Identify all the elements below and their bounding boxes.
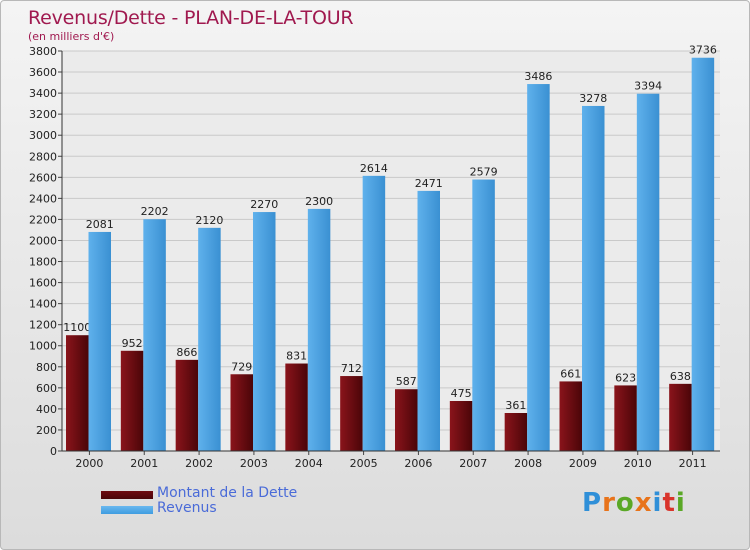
y-tick-label: 3600: [29, 66, 57, 79]
data-label: 2081: [86, 218, 114, 231]
legend-swatch-revenus: [101, 506, 153, 514]
y-tick-label: 400: [36, 403, 57, 416]
x-tick-label: 2004: [295, 457, 323, 470]
data-label: 623: [615, 371, 636, 384]
y-tick-label: 600: [36, 382, 57, 395]
data-label: 3394: [634, 80, 662, 93]
bar-dette-2004: [285, 363, 308, 451]
x-tick-label: 2008: [514, 457, 542, 470]
data-label: 661: [560, 367, 581, 380]
bar-revenus-2000: [88, 231, 111, 451]
logo-letter: t: [662, 488, 676, 518]
y-tick-label: 800: [36, 361, 57, 374]
data-label: 2202: [141, 205, 169, 218]
data-label: 2471: [415, 177, 443, 190]
y-tick-label: 1800: [29, 256, 57, 269]
x-tick-label: 2000: [75, 457, 103, 470]
data-label: 2579: [470, 166, 498, 179]
y-tick-label: 2000: [29, 234, 57, 247]
bar-dette-2001: [120, 350, 144, 451]
logo-letter: i: [652, 488, 663, 518]
bar-revenus-2003: [253, 212, 276, 451]
bar-revenus-2007: [472, 179, 495, 452]
y-tick-label: 3000: [29, 129, 57, 142]
logo-letter: o: [615, 488, 635, 518]
y-tick-label: 3400: [29, 87, 57, 100]
bar-dette-2009: [559, 381, 582, 451]
y-tick-label: 1000: [29, 340, 57, 353]
bar-dette-2006: [395, 389, 418, 451]
x-tick-label: 2010: [624, 457, 652, 470]
x-tick-label: 2006: [404, 457, 432, 470]
bar-dette-2008: [504, 413, 528, 451]
data-label: 952: [122, 337, 143, 350]
y-tick-label: 1200: [29, 319, 57, 332]
bar-revenus-2005: [362, 175, 386, 451]
proxiti-logo: Proxiti: [582, 488, 686, 518]
y-tick-label: 2200: [29, 213, 57, 226]
bar-revenus-2011: [691, 57, 715, 451]
legend-label-revenus: Revenus: [157, 500, 217, 516]
y-tick-label: 1600: [29, 277, 57, 290]
data-label: 475: [451, 387, 472, 400]
logo-letter: r: [602, 488, 616, 518]
x-tick-label: 2005: [350, 457, 378, 470]
data-label: 2614: [360, 162, 388, 175]
legend-swatch-dette: [101, 491, 153, 499]
data-label: 729: [231, 360, 252, 373]
chart-subtitle: (en milliers d'€): [28, 30, 115, 43]
bar-dette-2011: [669, 383, 692, 451]
data-label: 866: [176, 346, 197, 359]
logo-letter: i: [675, 488, 686, 518]
data-label: 638: [670, 370, 691, 383]
bar-revenus-2009: [582, 105, 605, 452]
y-tick-label: 3200: [29, 108, 57, 121]
x-tick-label: 2011: [679, 457, 707, 470]
y-tick-label: 2800: [29, 150, 57, 163]
bar-revenus-2006: [417, 190, 440, 452]
plot-area: [62, 51, 720, 451]
x-tick-label: 2003: [240, 457, 268, 470]
data-label: 2300: [305, 195, 333, 208]
chart-title: Revenus/Dette - PLAN-DE-LA-TOUR: [28, 7, 354, 29]
y-tick-label: 200: [36, 424, 57, 437]
data-label: 3278: [579, 92, 607, 105]
data-label: 587: [396, 375, 417, 388]
bar-dette-2002: [175, 359, 199, 451]
data-label: 712: [341, 362, 362, 375]
data-label: 3736: [689, 44, 717, 57]
y-tick-label: 1400: [29, 298, 57, 311]
x-tick-label: 2001: [130, 457, 158, 470]
bar-revenus-2004: [307, 208, 331, 451]
y-tick-label: 0: [50, 445, 57, 458]
bar-revenus-2001: [143, 219, 166, 451]
bar-dette-2005: [340, 376, 363, 451]
logo-letter: x: [634, 488, 653, 518]
bar-dette-2010: [614, 385, 637, 451]
y-tick-label: 2600: [29, 171, 57, 184]
x-tick-label: 2002: [185, 457, 213, 470]
data-label: 3486: [524, 70, 552, 83]
bar-revenus-2010: [636, 93, 660, 451]
x-tick-label: 2007: [459, 457, 487, 470]
data-label: 831: [286, 350, 307, 363]
bar-revenus-2002: [198, 227, 221, 451]
data-label: 2270: [250, 198, 278, 211]
data-label: 2120: [195, 214, 223, 227]
y-tick-label: 3800: [29, 45, 57, 58]
x-tick-label: 2009: [569, 457, 597, 470]
bar-dette-2003: [230, 374, 253, 451]
data-label: 1100: [63, 321, 91, 334]
logo-letter: P: [582, 488, 603, 518]
bar-dette-2007: [449, 401, 473, 451]
bar-dette-2000: [66, 335, 89, 451]
legend-label-dette: Montant de la Dette: [157, 485, 298, 501]
data-label: 361: [505, 399, 526, 412]
bar-revenus-2008: [527, 84, 550, 451]
y-tick-label: 2400: [29, 192, 57, 205]
